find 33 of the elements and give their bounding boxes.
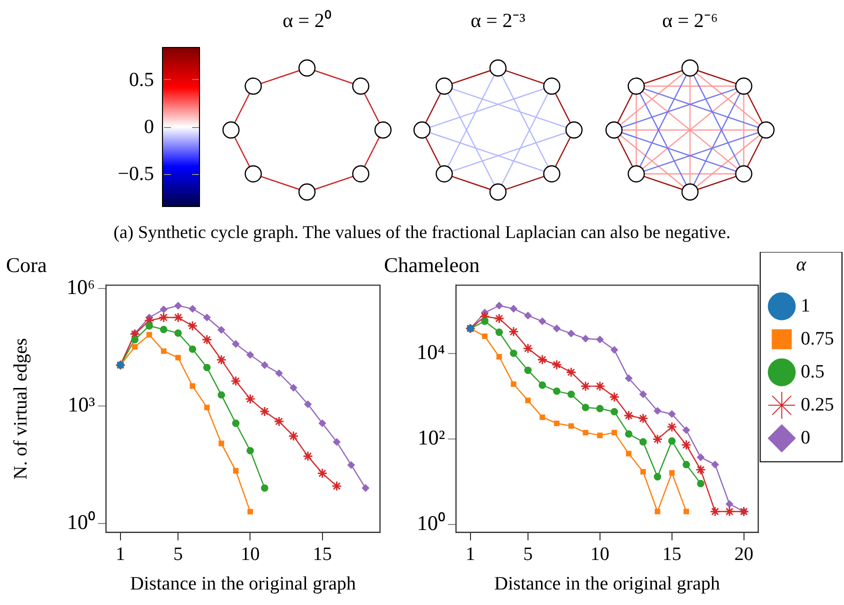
x-tick-label: 10 [240,544,260,565]
x-tick-label: 5 [523,544,533,565]
text: −0.5 [116,162,154,186]
y-tick-label: 10⁰ [417,510,445,535]
legend-label: 1 [800,295,810,316]
text: 0.5 [128,68,154,92]
text: α = 2⁻³ [470,9,526,33]
legend-title: α [796,254,808,276]
chart-title: Cora [6,253,48,278]
x-tick-label: 20 [734,544,754,565]
legend-label: 0.25 [800,394,834,416]
x-tick-label: 10 [590,544,610,565]
y-axis-title: N. of virtual edges [10,338,32,480]
x-tick-label: 5 [173,544,183,565]
y-tick-label: 10⁰ [67,510,95,534]
chart-title: Chameleon [384,253,480,278]
y-tick-label: 10⁴ [416,340,445,364]
y-tick-label: 10³ [68,392,95,416]
legend-label: 0.5 [800,361,824,382]
legend-label: 0 [800,427,810,448]
text: (a) Synthetic cycle graph. The values of the fractional Laplacian can also be negative. [112,222,732,243]
legend-label: 0.75 [800,328,834,350]
text: α = 2⁻⁶ [661,9,719,33]
text: α = 2⁰ [282,9,332,33]
x-axis-title: Distance in the original graph [130,574,356,595]
x-axis-title: Distance in the original graph [494,574,721,595]
text: 0 [143,115,154,139]
x-tick-label: 15 [312,544,332,565]
y-tick-label: 10² [418,425,445,450]
x-tick-label: 1 [116,544,126,565]
x-tick-label: 15 [662,544,682,565]
x-tick-label: 1 [466,544,476,565]
y-tick-label: 10⁶ [66,274,95,299]
